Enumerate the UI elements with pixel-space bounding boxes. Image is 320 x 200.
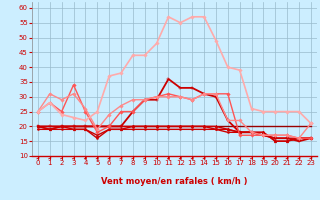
- X-axis label: Vent moyen/en rafales ( km/h ): Vent moyen/en rafales ( km/h ): [101, 177, 248, 186]
